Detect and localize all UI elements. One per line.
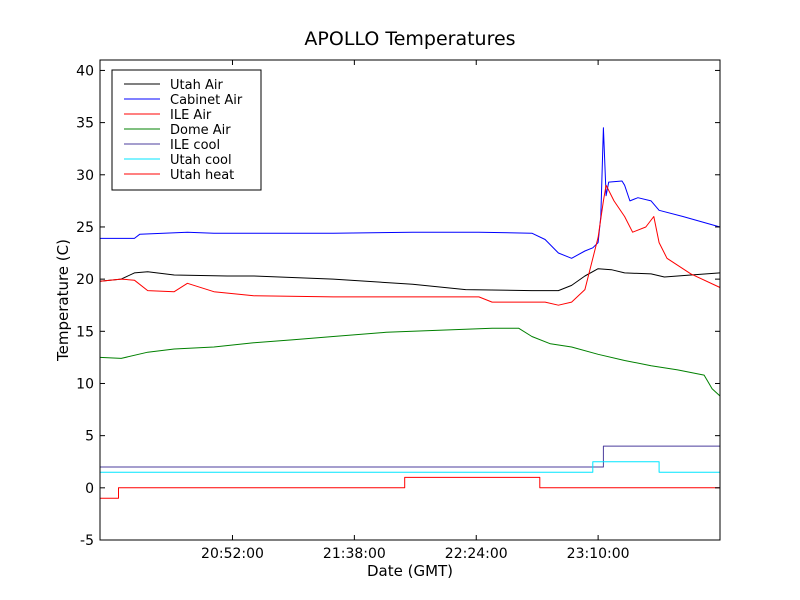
y-tick-label: -5 [80,533,94,549]
series-line-dome-air [99,327,721,397]
y-tick-label: 35 [76,116,94,132]
legend-label-cabinet-air: Cabinet Air [170,93,243,108]
legend-label-ile-cool: ILE cool [170,138,220,153]
plot-frame [99,59,721,541]
y-tick-label: 10 [76,376,94,392]
series-line-ile-air [99,184,721,306]
x-axis-label: Date (GMT) [367,562,453,580]
x-tick-label: 20:52:00 [201,546,264,562]
chart-title: APOLLO Temperatures [304,28,515,50]
series-layer [99,127,721,499]
y-axis-ticks: -5 0 5 10 15 20 25 30 35 40 [76,63,720,549]
y-tick-label: 40 [76,63,94,79]
legend-label-utah-heat: Utah heat [170,168,234,183]
y-tick-label: 5 [85,429,94,445]
x-tick-label: 23:10:00 [567,546,630,562]
y-tick-label: 0 [85,481,94,497]
x-axis-ticks: 20:52:00 21:38:00 22:24:00 23:10:00 [201,60,630,562]
y-tick-label: 20 [76,272,94,288]
series-line-utah-cool [100,461,720,473]
y-tick-label: 30 [76,168,94,184]
x-tick-label: 21:38:00 [323,546,386,562]
y-axis-label: Temperature (C) [54,239,72,362]
legend-label-ile-air: ILE Air [170,108,212,123]
series-line-utah-heat [100,476,720,499]
legend-label-dome-air: Dome Air [170,123,231,138]
series-line-utah-air [99,268,721,292]
legend-frame [111,69,262,191]
series-line-ile-cool [100,445,720,468]
x-tick-label: 22:24:00 [445,546,508,562]
y-tick-label: 25 [76,220,94,236]
y-tick-label: 15 [76,324,94,340]
legend-label-utah-cool: Utah cool [170,153,232,168]
plot-area: -5 0 5 10 15 20 25 30 35 40 20:52:00 21:38:00 22:24… [76,59,721,562]
series-line-cabinet-air [100,127,721,259]
legend-label-utah-air: Utah Air [170,78,223,93]
